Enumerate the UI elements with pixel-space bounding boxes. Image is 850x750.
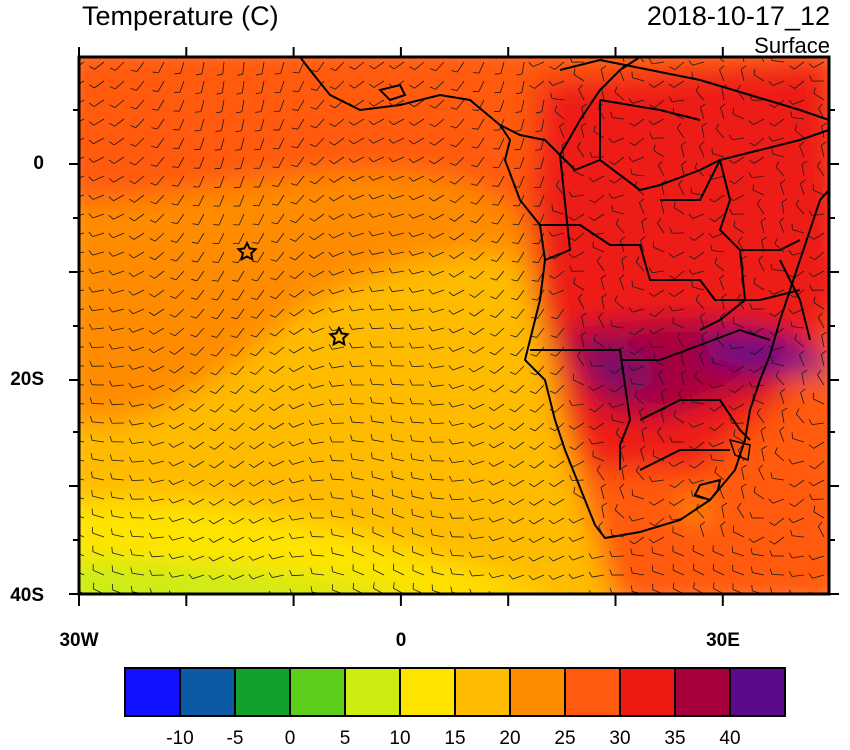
colorbar-label: 0 bbox=[284, 728, 296, 749]
colorbar-label: 15 bbox=[444, 728, 466, 749]
colorbar-swatch bbox=[674, 667, 731, 717]
x-label-30w: 30W bbox=[59, 630, 99, 651]
colorbar bbox=[124, 667, 786, 717]
colorbar-label: 5 bbox=[339, 728, 351, 749]
star-marker-1 bbox=[236, 240, 258, 262]
map-title: Temperature (C) bbox=[82, 1, 279, 31]
wind-barbs bbox=[79, 57, 827, 594]
x-label-30e: 30E bbox=[706, 630, 740, 651]
colorbar-swatch bbox=[619, 667, 676, 717]
colorbar-label: 35 bbox=[664, 728, 686, 749]
colorbar-label: -5 bbox=[226, 728, 244, 749]
colorbar-swatch bbox=[399, 667, 456, 717]
colorbar-swatch bbox=[179, 667, 236, 717]
coastline bbox=[299, 57, 829, 540]
colorbar-swatch bbox=[234, 667, 291, 717]
x-label-0: 0 bbox=[395, 630, 407, 651]
colorbar-swatch bbox=[729, 667, 786, 717]
colorbar-swatch bbox=[289, 667, 346, 717]
temperature-field bbox=[79, 57, 829, 594]
station-markers bbox=[236, 240, 350, 347]
colorbar-label: 30 bbox=[609, 728, 631, 749]
star-marker-2 bbox=[328, 325, 350, 347]
colorbar-swatch bbox=[509, 667, 566, 717]
valid-time-label: 2018-10-17_12 bbox=[646, 1, 830, 31]
colorbar-label: 25 bbox=[554, 728, 576, 749]
y-label-20s: 20S bbox=[10, 369, 44, 390]
colorbar-swatch bbox=[454, 667, 511, 717]
axis-ticks bbox=[69, 47, 839, 606]
colorbar-swatch bbox=[124, 667, 181, 717]
colorbar-swatch bbox=[344, 667, 401, 717]
y-label-40s: 40S bbox=[10, 585, 44, 606]
colorbar-label: 20 bbox=[499, 728, 521, 749]
colorbar-swatch bbox=[564, 667, 621, 717]
level-label: Surface bbox=[754, 33, 830, 58]
colorbar-label: 10 bbox=[389, 728, 411, 749]
colorbar-label: -10 bbox=[166, 728, 194, 749]
y-label-0: 0 bbox=[33, 153, 44, 174]
colorbar-label: 40 bbox=[719, 728, 741, 749]
